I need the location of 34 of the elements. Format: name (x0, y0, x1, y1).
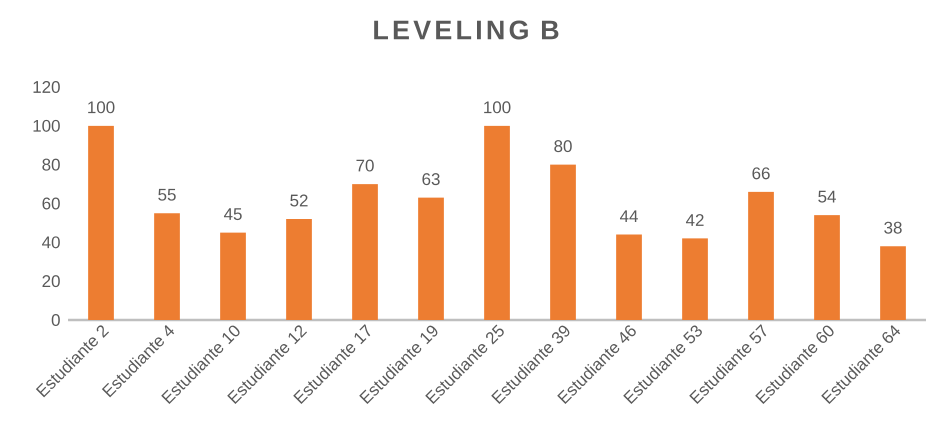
chart-title: LEVELING B (374, 20, 558, 40)
data-label: 55 (158, 188, 176, 201)
data-label: 38 (884, 222, 902, 234)
bar (616, 234, 642, 320)
bar (88, 126, 114, 320)
data-label: 42 (686, 214, 704, 226)
bar (352, 184, 378, 320)
bar (418, 198, 444, 320)
bar (154, 213, 180, 320)
data-label: 70 (356, 160, 374, 172)
y-tick-label: 40 (42, 236, 60, 248)
y-tick-label: 60 (42, 197, 60, 210)
bar (748, 192, 774, 320)
bar (814, 215, 840, 320)
bar (550, 164, 576, 320)
data-label: 80 (554, 140, 572, 152)
data-label: 66 (752, 167, 770, 180)
bar (682, 238, 708, 320)
bar (220, 232, 246, 320)
bar (484, 126, 510, 320)
data-label: 54 (818, 190, 836, 203)
data-label: 44 (620, 210, 638, 222)
data-label: 45 (224, 208, 242, 220)
data-label: 63 (422, 173, 440, 186)
bar (880, 246, 906, 320)
y-tick-label: 20 (42, 275, 60, 288)
y-tick-label: 80 (42, 158, 60, 171)
y-tick-label: 100 (34, 120, 60, 132)
data-label: 52 (290, 194, 308, 207)
y-tick-label: 0 (52, 314, 60, 326)
data-label: 100 (88, 101, 114, 114)
data-label: 100 (484, 101, 510, 114)
bar (286, 219, 312, 320)
y-tick-label: 120 (34, 80, 60, 93)
